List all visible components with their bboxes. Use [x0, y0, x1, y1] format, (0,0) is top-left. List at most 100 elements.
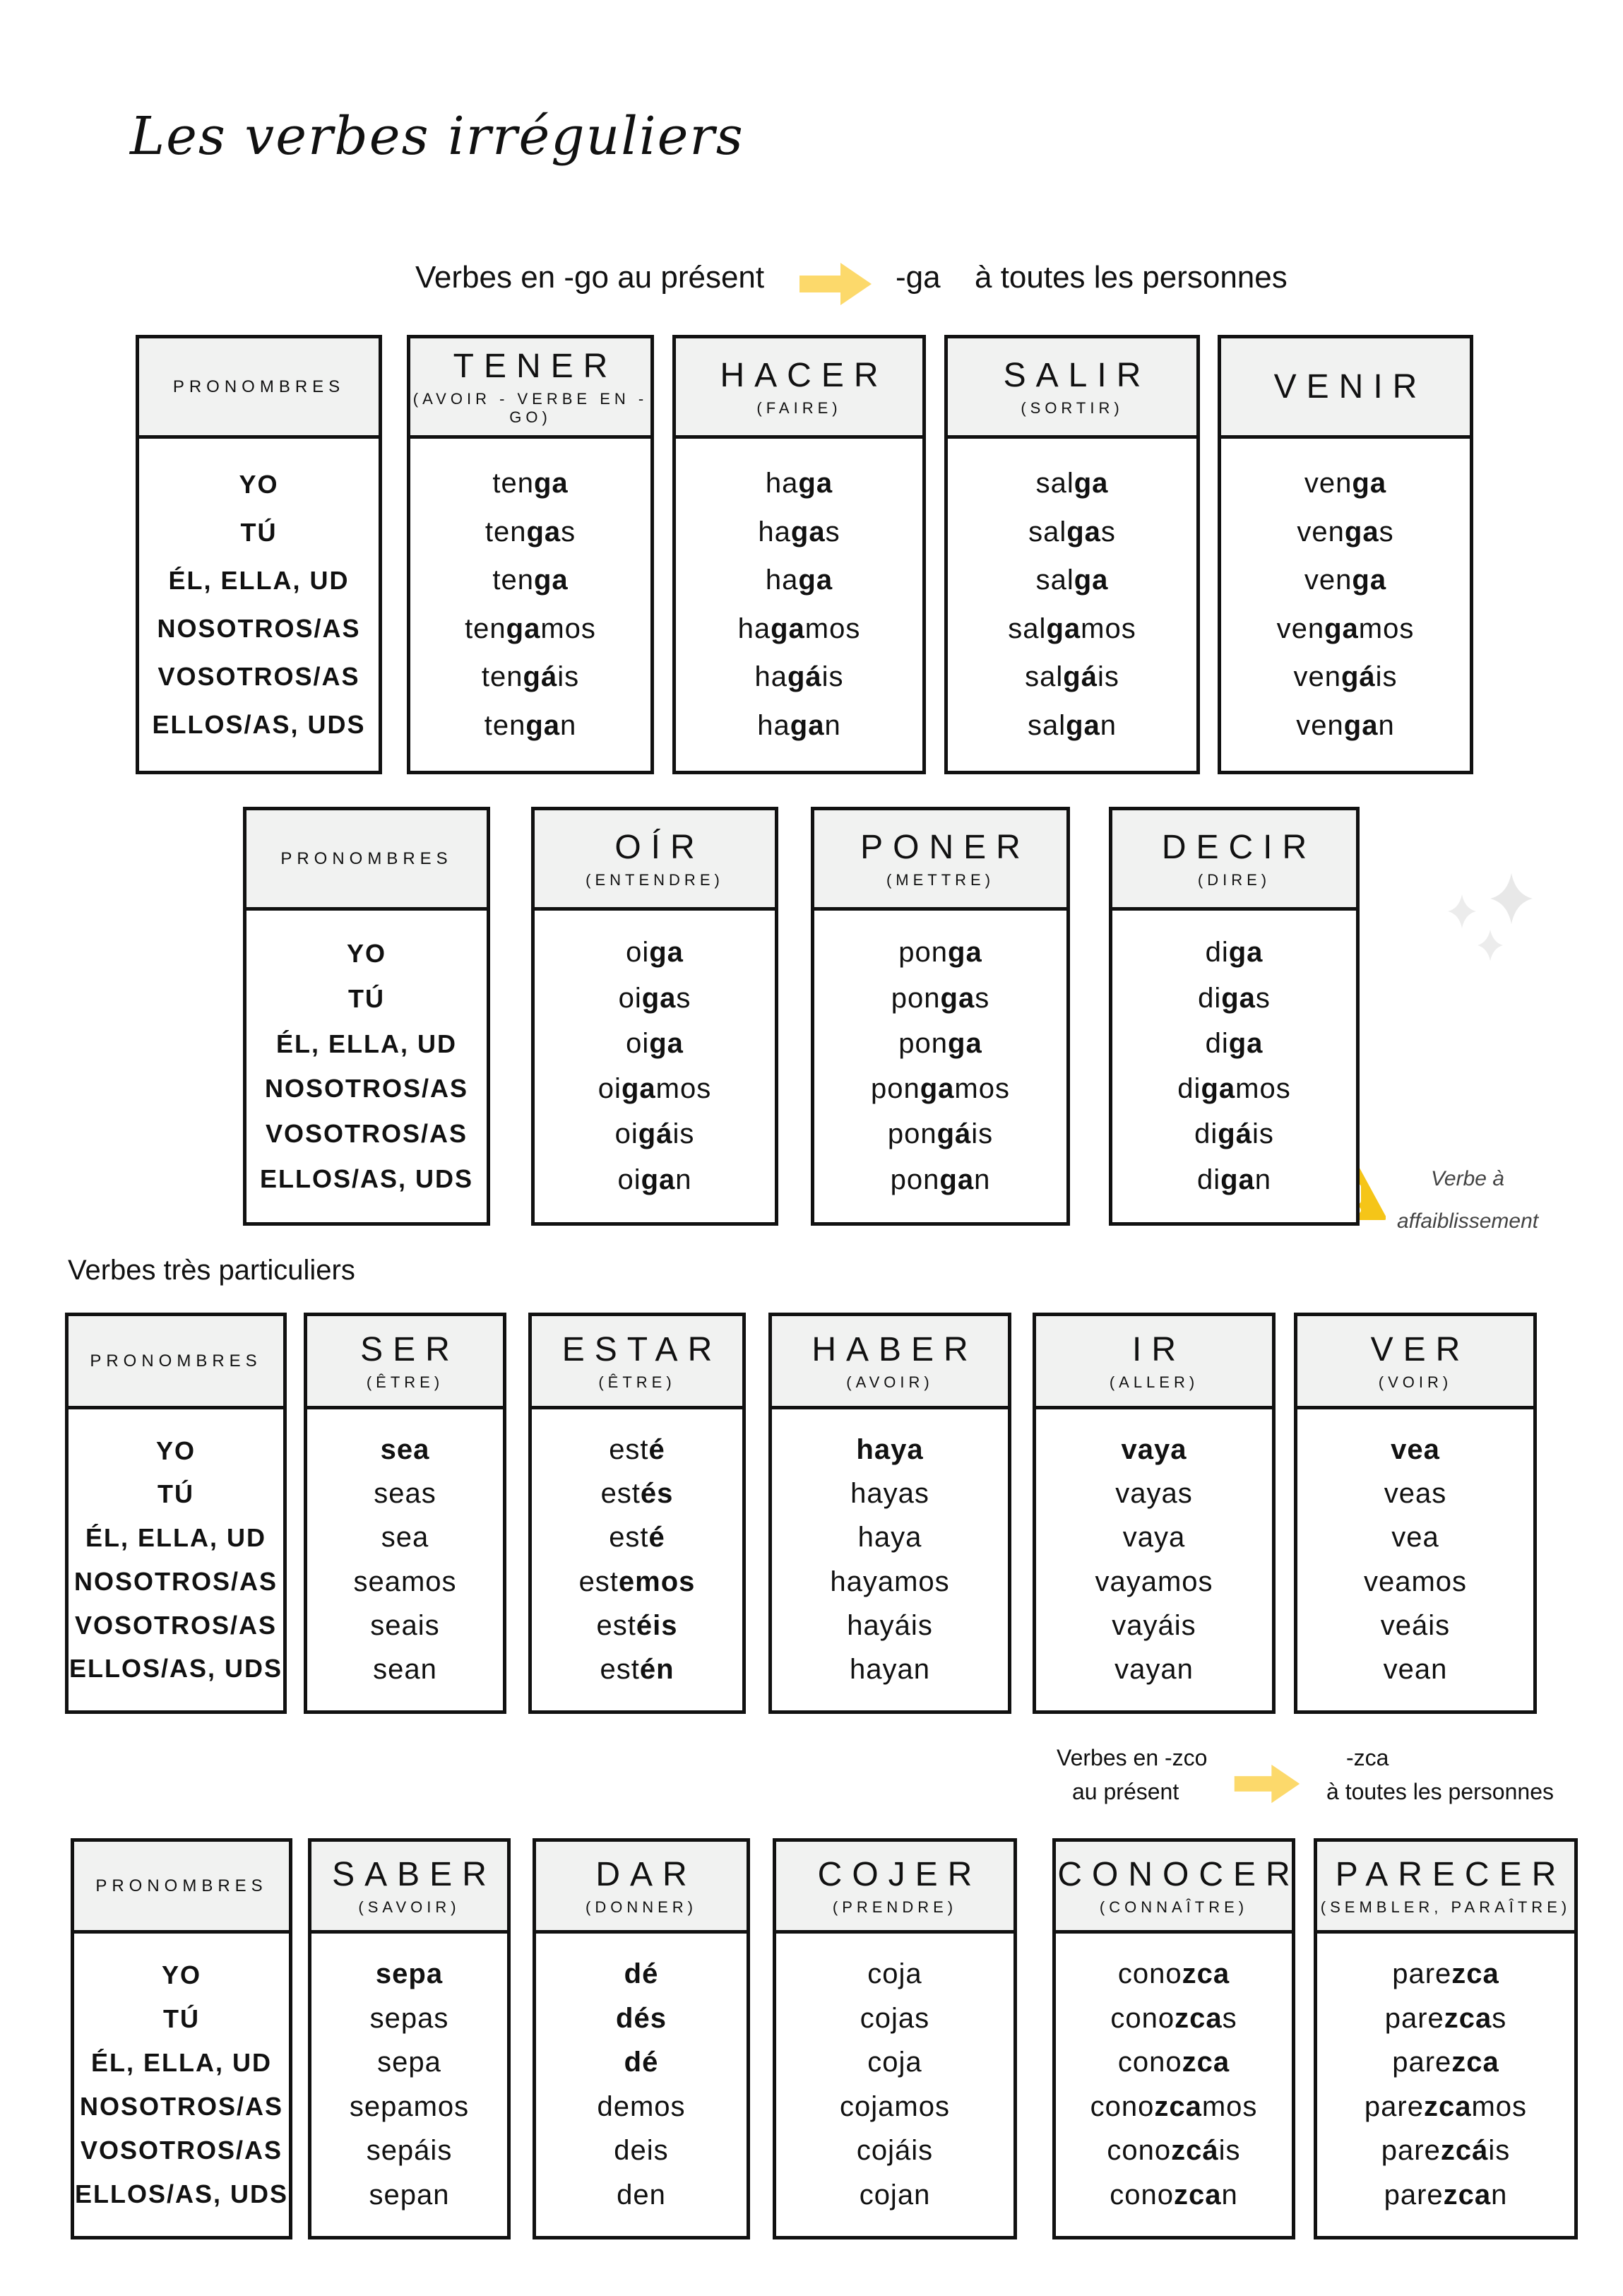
form-stem: oi	[617, 1164, 641, 1195]
verb-table-tener: TENER (AVOIR - VERBE EN -GO) tenga tengas te…	[407, 335, 654, 774]
form-ending-highlight: ga	[1074, 468, 1109, 499]
form-ending-highlight: zca	[1182, 1958, 1230, 1990]
verb-meaning: (METTRE)	[886, 871, 995, 889]
verb-meaning: (ALLER)	[1109, 1373, 1199, 1391]
conjugated-form: seas	[374, 1478, 436, 1510]
form-ending-highlight: zca	[1423, 2090, 1472, 2122]
pronoun-cell: NOSOTROS/AS	[157, 614, 361, 643]
form-stem: ven	[1304, 564, 1352, 596]
conjugated-form: oiga	[626, 1028, 684, 1060]
zco-present-caption: au présent	[1072, 1779, 1179, 1804]
conjugated-form: ponga	[898, 937, 982, 969]
form-stem: ven	[1293, 661, 1341, 693]
section-heading-particular: Verbes très particuliers	[68, 1255, 355, 1286]
form-suffix: is	[1375, 661, 1398, 693]
conjugated-form: conozca	[1118, 2047, 1230, 2078]
form-stem: est	[600, 1478, 641, 1510]
pronoun-cell: VOSOTROS/AS	[265, 1119, 468, 1149]
form-stem: di	[1205, 1027, 1229, 1059]
conjugated-form: estés	[601, 1478, 674, 1510]
conjugated-form: vengan	[1296, 710, 1394, 742]
verb-table-ir: IR (ALLER) vaya vayas vaya vayamos vayáis vayan	[1033, 1313, 1276, 1714]
form-stem: seas	[374, 1478, 436, 1510]
form-stem: ven	[1304, 468, 1352, 499]
pronoun-cell: VOSOTROS/AS	[74, 1610, 278, 1640]
conjugated-form: sepas	[370, 2003, 449, 2035]
conjugated-form: pongáis	[888, 1118, 993, 1150]
conjugated-form: parezca	[1392, 1958, 1499, 1990]
form-stem: ha	[757, 709, 790, 741]
conjugated-form: estén	[600, 1654, 674, 1686]
table-header: IR (ALLER)	[1036, 1316, 1272, 1409]
conjugated-form: vaya	[1123, 1522, 1186, 1554]
pronoun-cell: YO	[155, 1436, 196, 1465]
conjugated-form: vengas	[1297, 516, 1393, 548]
conjugated-form: tenga	[492, 564, 568, 596]
form-stem: oi	[614, 1118, 638, 1150]
form-stem: est	[600, 1653, 640, 1685]
arrow-right-icon	[799, 263, 872, 305]
table-body: sea seas sea seamos seais sean	[307, 1409, 503, 1710]
table-body: vea veas vea veamos veáis vean	[1297, 1409, 1533, 1710]
form-stem: est	[609, 1434, 649, 1466]
table-header: SALIR (SORTIR)	[948, 338, 1196, 439]
form-ending-highlight: ga	[1228, 937, 1264, 969]
table-header: HACER (FAIRE)	[676, 338, 922, 439]
verb-table-dar: DAR (DONNER) dé dés dé demos deis den	[533, 1838, 750, 2239]
form-ending-highlight: ga	[1201, 1073, 1236, 1105]
form-stem: vayáis	[1112, 1609, 1196, 1641]
table-body: esté estés esté estemos estéis estén	[532, 1409, 742, 1710]
form-stem: cono	[1117, 2047, 1182, 2078]
conjugated-form: vayas	[1115, 1478, 1193, 1510]
table-body: haga hagas haga hagamos hagáis hagan	[676, 439, 922, 771]
form-ending-highlight: ga	[533, 468, 569, 499]
table-body: tenga tengas tenga tengamos tengáis tengan	[410, 439, 650, 771]
form-ending-highlight: ga	[525, 709, 561, 741]
form-stem: sal	[1025, 661, 1064, 693]
table-header: DECIR (DIRE)	[1112, 810, 1356, 911]
form-suffix: is	[1097, 661, 1119, 693]
form-stem: pon	[870, 1073, 920, 1105]
conjugated-form: tengas	[485, 516, 576, 548]
verb-name: OÍR	[614, 829, 705, 866]
form-stem: cono	[1107, 2135, 1172, 2167]
conjugated-form: venga	[1304, 468, 1386, 499]
form-stem: cono	[1110, 2002, 1175, 2034]
conjugated-form: parezcas	[1385, 2003, 1507, 2035]
form-stem: deis	[614, 2135, 669, 2167]
verb-meaning: (AVOIR - VERBE EN -GO)	[412, 390, 648, 426]
conjugated-form: vayáis	[1112, 1610, 1196, 1642]
form-ending-highlight: ga	[649, 937, 684, 969]
form-ending-highlight: zca	[1451, 1958, 1499, 1990]
form-stem: ha	[754, 661, 787, 693]
table-body: diga digas diga digamos digáis digan	[1112, 911, 1356, 1222]
form-stem: cojáis	[856, 2135, 934, 2167]
verb-meaning: (ÊTRE)	[598, 1373, 676, 1391]
conjugated-form: dé	[624, 2047, 659, 2078]
form-stem: vayan	[1114, 1653, 1194, 1685]
form-ending-highlight: dés	[616, 2002, 667, 2034]
form-suffix: is	[971, 1118, 994, 1150]
conjugated-form: tengáis	[482, 661, 579, 693]
conjugated-form: salga	[1036, 468, 1109, 499]
conjugated-form: tengamos	[465, 613, 596, 645]
page-title: Les verbes irréguliers	[130, 106, 744, 167]
form-stem: pare	[1384, 2002, 1444, 2034]
conjugated-form: coja	[867, 2047, 922, 2078]
form-suffix: n	[824, 709, 841, 741]
form-ending-highlight: ga	[1046, 613, 1081, 644]
conjugated-form: salgas	[1028, 516, 1116, 548]
form-stem: cojamos	[840, 2090, 950, 2122]
form-suffix: s	[676, 982, 691, 1014]
conjugated-form: esté	[609, 1434, 665, 1466]
form-stem: demos	[597, 2090, 686, 2122]
conjugated-form: veamos	[1364, 1566, 1467, 1598]
form-ending-highlight: gá	[1340, 661, 1376, 693]
conjugated-form: haga	[766, 564, 833, 596]
form-stem: vayas	[1115, 1478, 1193, 1510]
conjugated-form: sepa	[376, 1958, 443, 1990]
form-stem: est	[578, 1566, 619, 1597]
conjugated-form: oigáis	[615, 1118, 695, 1150]
form-ending-highlight: é	[648, 1522, 665, 1554]
form-ending-highlight: zca	[1174, 2179, 1222, 2211]
